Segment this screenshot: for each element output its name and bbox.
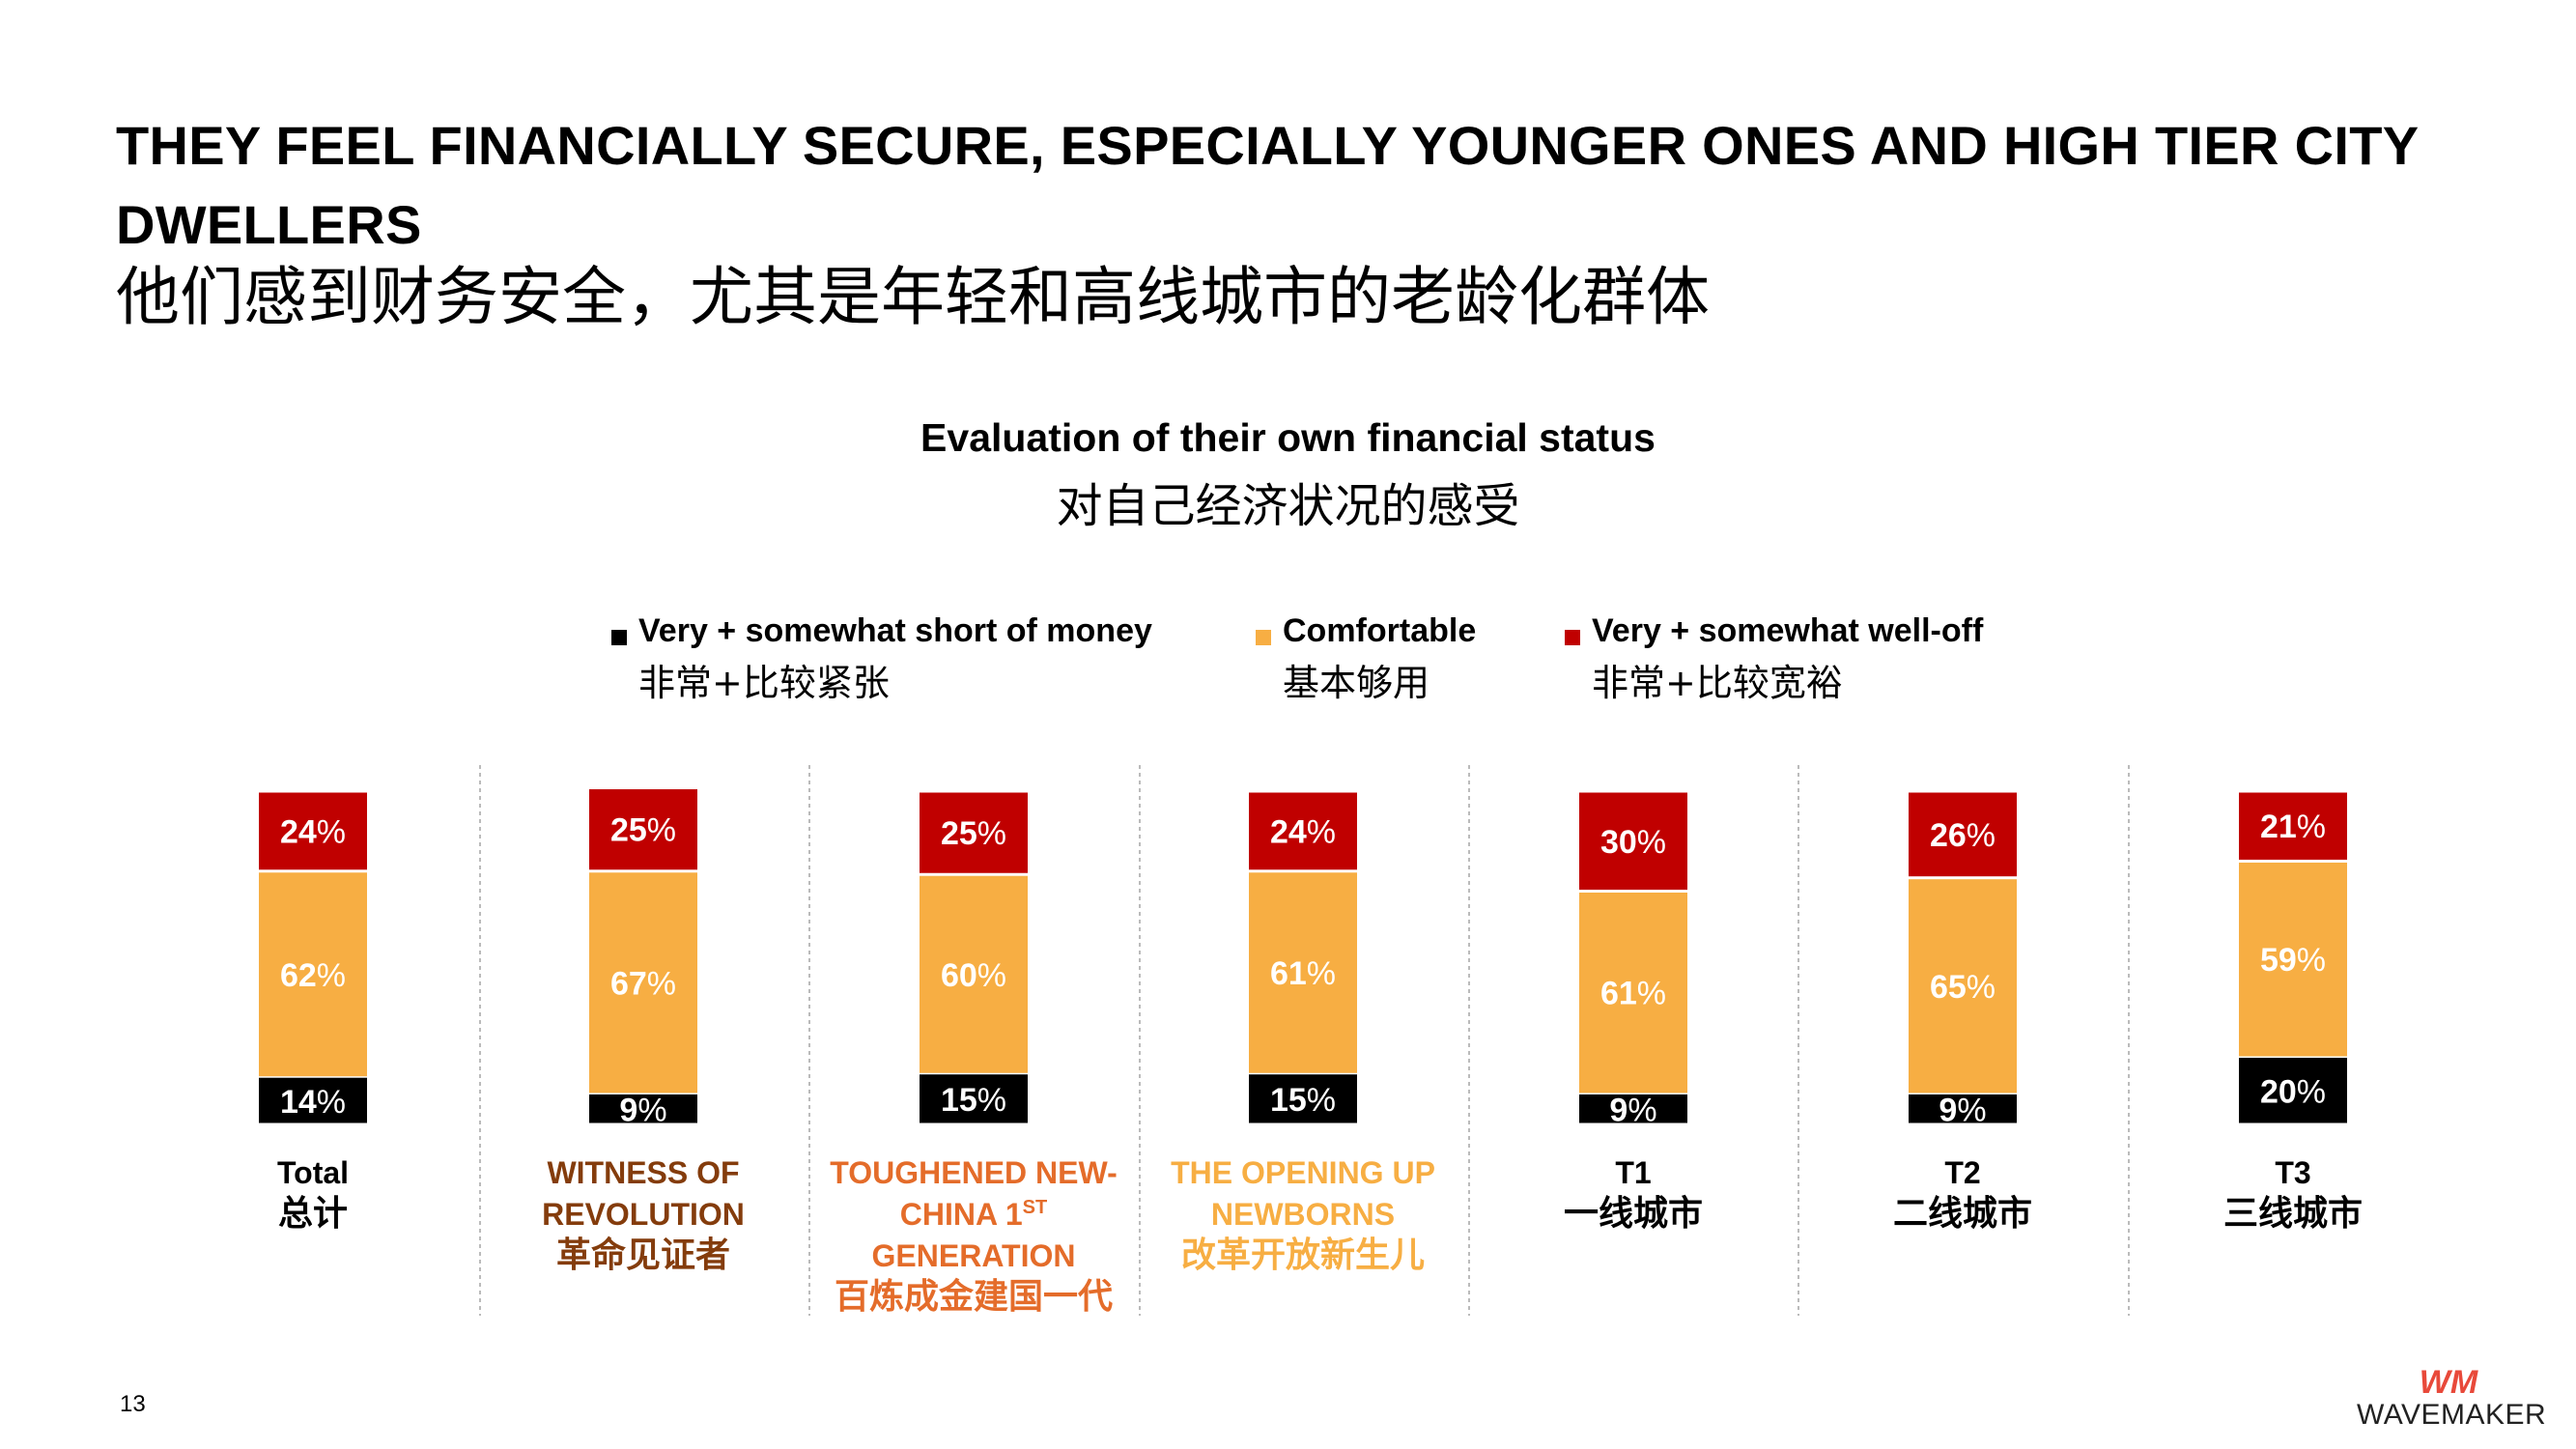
bar-segment-welloff: [259, 792, 367, 870]
bar-segment-welloff: [920, 792, 1028, 873]
category-label: WITNESS OF: [547, 1155, 739, 1190]
bar-segment-welloff: [1249, 792, 1357, 870]
category-label: 一线城市: [1564, 1194, 1703, 1234]
bar-segment-comfortable: [1579, 893, 1687, 1094]
bar-segment-comfortable: [1909, 879, 2017, 1094]
bar-segment-short: [259, 1077, 367, 1123]
data-label-welloff: 26%: [1930, 817, 1996, 854]
category-label: 总计: [278, 1194, 348, 1234]
bar-segment-comfortable: [920, 875, 1028, 1073]
category-label: T3: [2275, 1155, 2310, 1190]
category-label: 三线城市: [2223, 1194, 2363, 1234]
data-label-welloff: 30%: [1600, 824, 1666, 861]
legend-label-comfortable: Comfortable: [1283, 612, 1477, 649]
svg-text:WM: WM: [2420, 1364, 2478, 1401]
bar-segment-short: [589, 1094, 697, 1123]
bar-segment-comfortable: [2239, 862, 2347, 1057]
legend-label-comfortable-chinese: 基本够用: [1283, 662, 1430, 704]
chart-subtitle: 对自己经济状况的感受: [1056, 479, 1520, 533]
bar-segment-short: [1249, 1074, 1357, 1123]
bar-segment-welloff: [2239, 792, 2347, 860]
chart-title: Evaluation of their own financial status: [920, 415, 1656, 460]
data-label-comfortable: 59%: [2260, 942, 2326, 979]
data-label-welloff: 25%: [610, 812, 676, 849]
bar-segment-short: [1909, 1094, 2017, 1123]
legend-swatch-comfortable: [1256, 630, 1271, 645]
category-label: GENERATION: [872, 1238, 1076, 1273]
category-label: 百炼成金建国一代: [835, 1276, 1113, 1317]
data-label-comfortable: 62%: [280, 957, 346, 994]
data-label-short: 15%: [941, 1082, 1006, 1119]
page-title-chinese: 他们感到财务安全，尤其是年轻和高线城市的老龄化群体: [116, 260, 1710, 334]
bar-segment-short: [920, 1074, 1028, 1123]
category-label: 改革开放新生儿: [1181, 1236, 1425, 1275]
data-label-comfortable: 60%: [941, 957, 1006, 994]
data-label-short: 20%: [2260, 1074, 2326, 1111]
data-label-comfortable: 61%: [1600, 976, 1666, 1012]
bar-segment-welloff: [1579, 792, 1687, 890]
bar-segment-short: [2239, 1058, 2347, 1123]
legend-label-short-chinese: 非常+比较紧张: [638, 662, 890, 704]
category-label: Total: [277, 1155, 349, 1190]
data-label-welloff: 21%: [2260, 809, 2326, 845]
bar-segment-welloff: [1909, 792, 2017, 877]
legend-label-welloff-chinese: 非常+比较宽裕: [1592, 662, 1843, 704]
data-label-comfortable: 61%: [1270, 955, 1336, 992]
category-label: NEWBORNS: [1211, 1197, 1395, 1232]
category-label: THE OPENING UP: [1171, 1155, 1435, 1190]
category-label: T2: [1944, 1155, 1980, 1190]
data-label-welloff: 24%: [1270, 813, 1336, 850]
wavemaker-logo: WM: [2420, 1364, 2478, 1401]
data-label-welloff: 24%: [280, 813, 346, 850]
data-label-short: 15%: [1270, 1082, 1336, 1119]
legend-label-short: Very + somewhat short of money: [638, 612, 1152, 649]
data-label-comfortable: 65%: [1930, 969, 1996, 1006]
data-label-short: 9%: [1609, 1092, 1656, 1128]
data-label-short: 9%: [619, 1092, 666, 1128]
data-label-comfortable: 67%: [610, 965, 676, 1002]
page-title: THEY FEEL FINANCIALLY SECURE, ESPECIALLY…: [116, 115, 2419, 255]
legend-label-welloff: Very + somewhat well-off: [1592, 612, 1984, 649]
category-label: CHINA 1ST: [900, 1197, 1047, 1232]
data-label-short: 14%: [280, 1084, 346, 1121]
legend-swatch-short: [611, 630, 627, 645]
category-label: REVOLUTION: [542, 1197, 745, 1232]
bar-segment-comfortable: [259, 872, 367, 1077]
bar-segment-comfortable: [589, 872, 697, 1094]
wavemaker-wordmark: WAVEMAKER: [2357, 1399, 2547, 1431]
page-number: 13: [120, 1391, 146, 1417]
category-label: 二线城市: [1893, 1194, 2032, 1234]
bar-segment-comfortable: [1249, 872, 1357, 1073]
bar-segment-short: [1579, 1094, 1687, 1123]
category-label: 革命见证者: [556, 1235, 730, 1275]
category-label: TOUGHENED NEW-: [830, 1155, 1117, 1190]
legend-swatch-welloff: [1565, 630, 1580, 645]
category-label: T1: [1615, 1155, 1651, 1190]
data-label-short: 9%: [1939, 1092, 1986, 1128]
data-label-welloff: 25%: [941, 815, 1006, 852]
bar-segment-welloff: [589, 789, 697, 870]
